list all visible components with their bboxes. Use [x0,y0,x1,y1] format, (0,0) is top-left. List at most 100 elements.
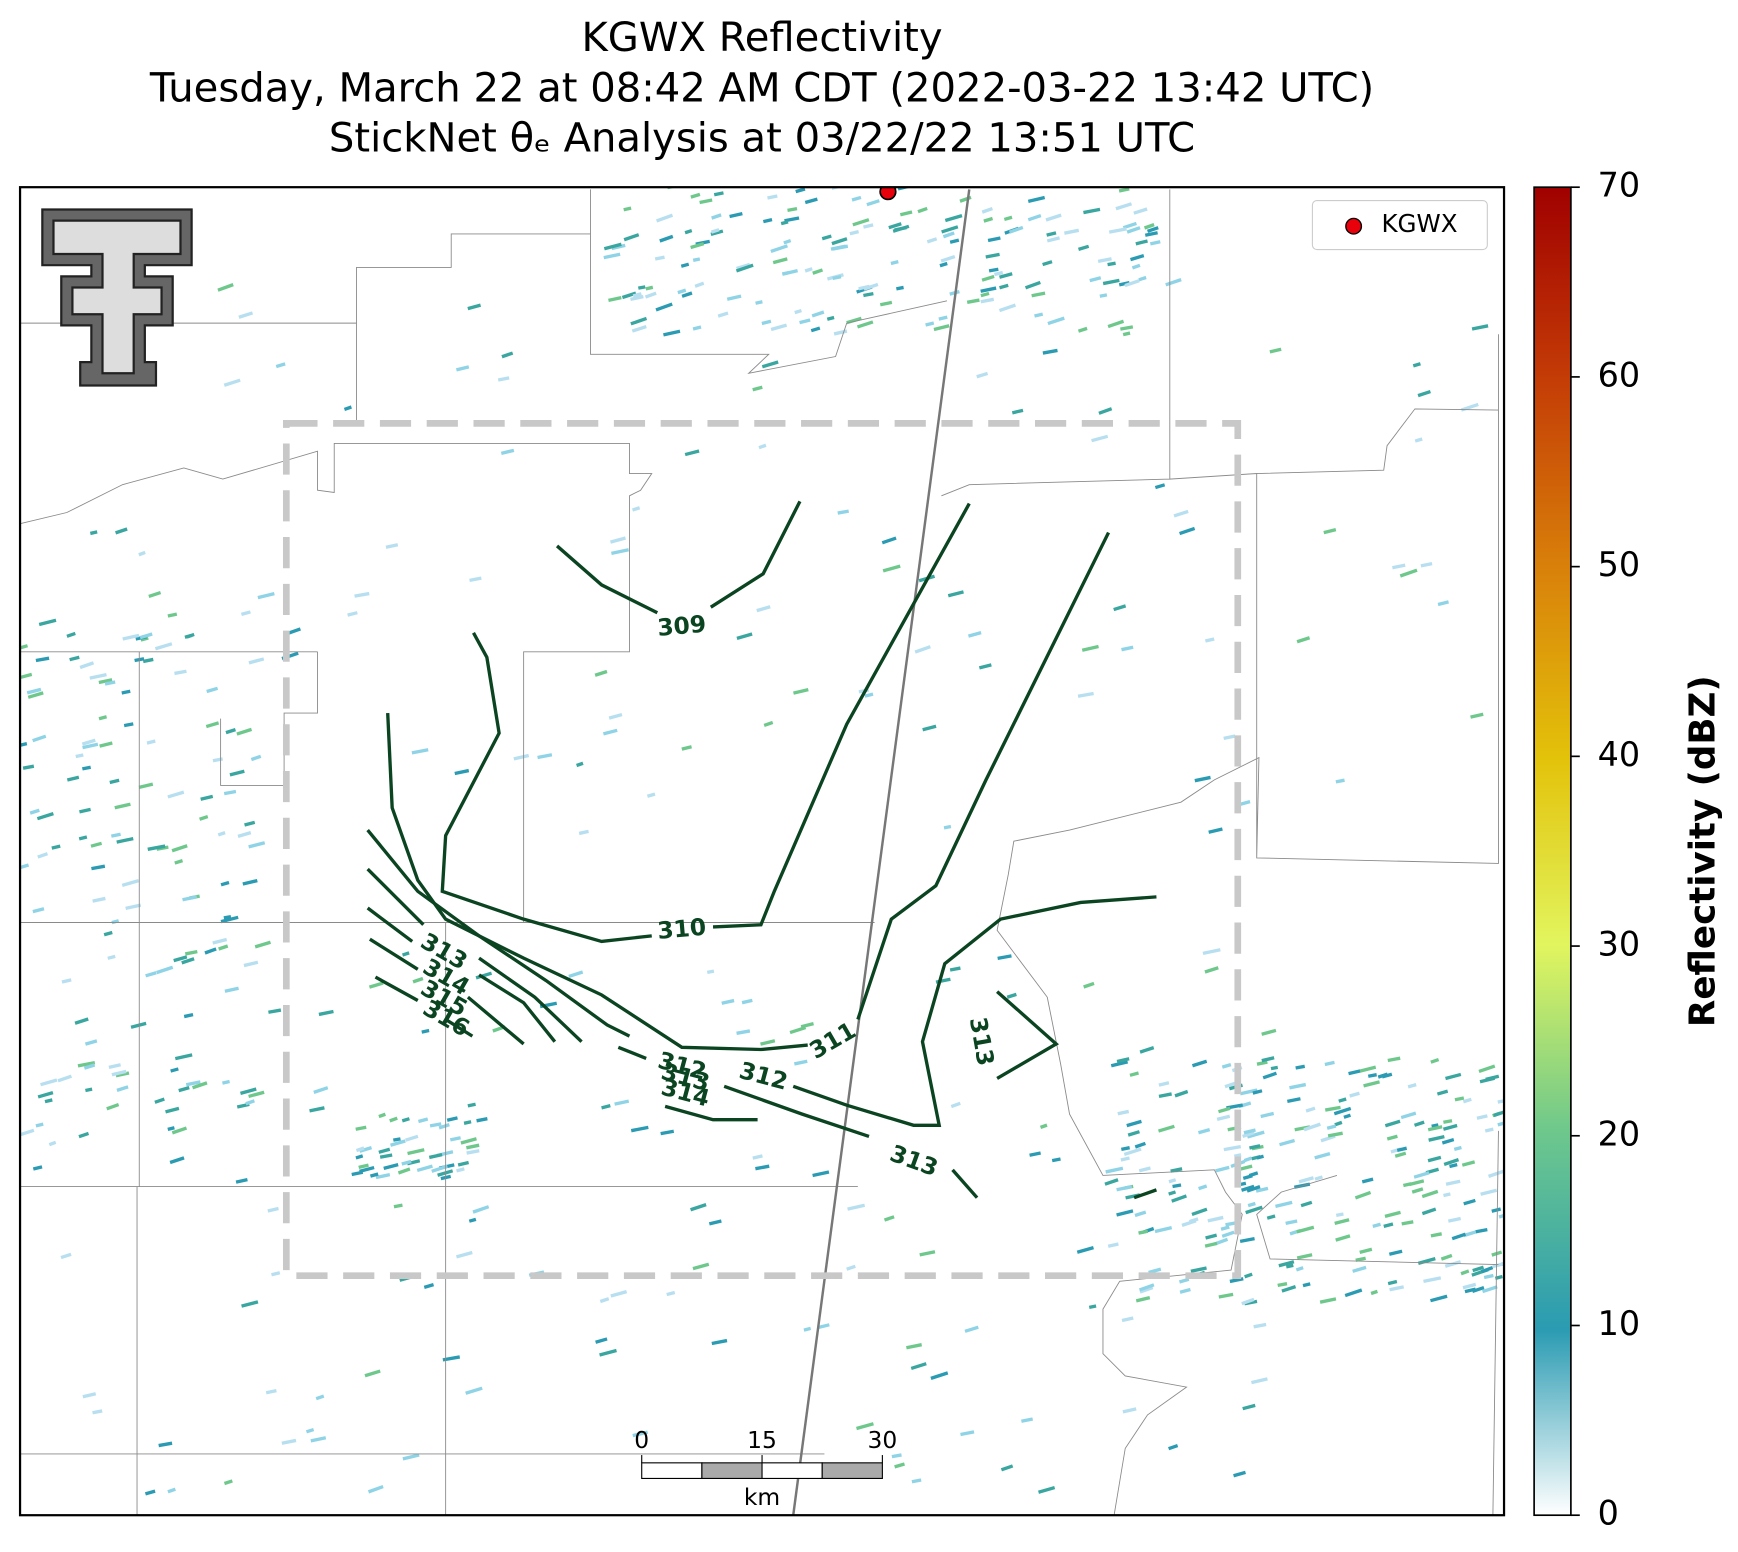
echo [417,1117,429,1124]
echo [1207,1215,1224,1223]
echo [38,618,57,627]
echo [1344,1288,1363,1298]
echo [1239,800,1251,806]
echo [817,1323,830,1330]
echo [158,1441,173,1448]
echo [1113,604,1127,612]
echo [1445,1072,1462,1081]
echo [390,1139,406,1147]
echo [66,631,76,638]
echo [182,895,198,902]
echo [684,228,693,235]
echo [1295,1266,1304,1272]
echo [407,1148,425,1156]
echo [1493,1109,1505,1118]
analysis-box [282,420,1242,1280]
echo [621,291,637,300]
echo [393,1203,403,1209]
echo [1077,326,1088,333]
echo [229,769,245,777]
echo [828,177,842,183]
echo [812,268,824,275]
logo [41,208,193,387]
echo [847,1203,866,1211]
echo [1118,187,1130,193]
echo [1462,1282,1477,1290]
title-line: StickNet θₑ Analysis at 03/22/22 13:51 U… [329,115,1195,161]
echo [947,590,964,598]
echo [1171,1194,1187,1203]
echo [1204,966,1219,974]
echo [456,1167,465,1173]
echo [35,1122,44,1128]
echo [1216,1114,1231,1122]
echo [1479,1076,1496,1084]
echo [248,1090,265,1099]
echo [1138,1166,1151,1173]
echo [772,257,788,265]
colorbar-tick-label: 30 [1598,925,1641,964]
echo [1202,948,1221,955]
echo [787,207,798,213]
echo [879,300,893,307]
echo [1134,1210,1147,1218]
echo [646,792,656,798]
echo [1401,1220,1414,1226]
echo [271,1271,281,1277]
echo [1239,1088,1258,1096]
echo [1221,1062,1232,1069]
echo [44,1098,53,1104]
echo [608,712,623,720]
echo [154,1097,165,1104]
echo [431,1164,448,1173]
echo [313,1086,329,1094]
echo [223,789,237,796]
echo [108,1063,121,1070]
echo [82,742,99,750]
echo [568,970,584,979]
echo [863,223,874,229]
echo [171,844,188,853]
echo [692,1262,710,1271]
echo [623,233,640,242]
echo [32,1165,43,1171]
echo [1384,1210,1401,1218]
echo [595,1337,608,1344]
echo [656,213,674,223]
echo [401,1117,410,1123]
echo [145,971,157,978]
echo [467,1102,476,1108]
echo [758,443,767,450]
echo [938,315,948,321]
echo [1178,1277,1190,1284]
echo [1413,1171,1430,1179]
echo [1255,1186,1269,1193]
echo [1133,207,1148,215]
echo [1412,362,1421,368]
echo [378,1147,391,1154]
echo [84,1039,98,1046]
echo [204,947,217,955]
echo [1462,1097,1472,1104]
echo [222,1079,230,1085]
echo [1233,1470,1246,1478]
echo [666,1290,676,1297]
echo [655,302,673,312]
echo [832,244,849,251]
echo [692,257,701,262]
echo [1464,1287,1476,1294]
echo [1387,1056,1401,1063]
echo [37,1090,54,1099]
echo [154,642,173,651]
echo [1189,1217,1199,1224]
echo [1198,1184,1208,1191]
echo [1042,348,1058,355]
echo [1134,1141,1146,1149]
echo [1303,1122,1321,1132]
echo [1478,1064,1496,1074]
echo [1191,1207,1208,1217]
echo [645,285,654,291]
echo [121,879,140,887]
echo [22,764,35,770]
echo [1414,437,1423,443]
